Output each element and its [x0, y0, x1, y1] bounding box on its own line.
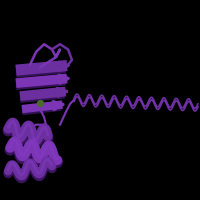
Point — [38, 101, 42, 104]
